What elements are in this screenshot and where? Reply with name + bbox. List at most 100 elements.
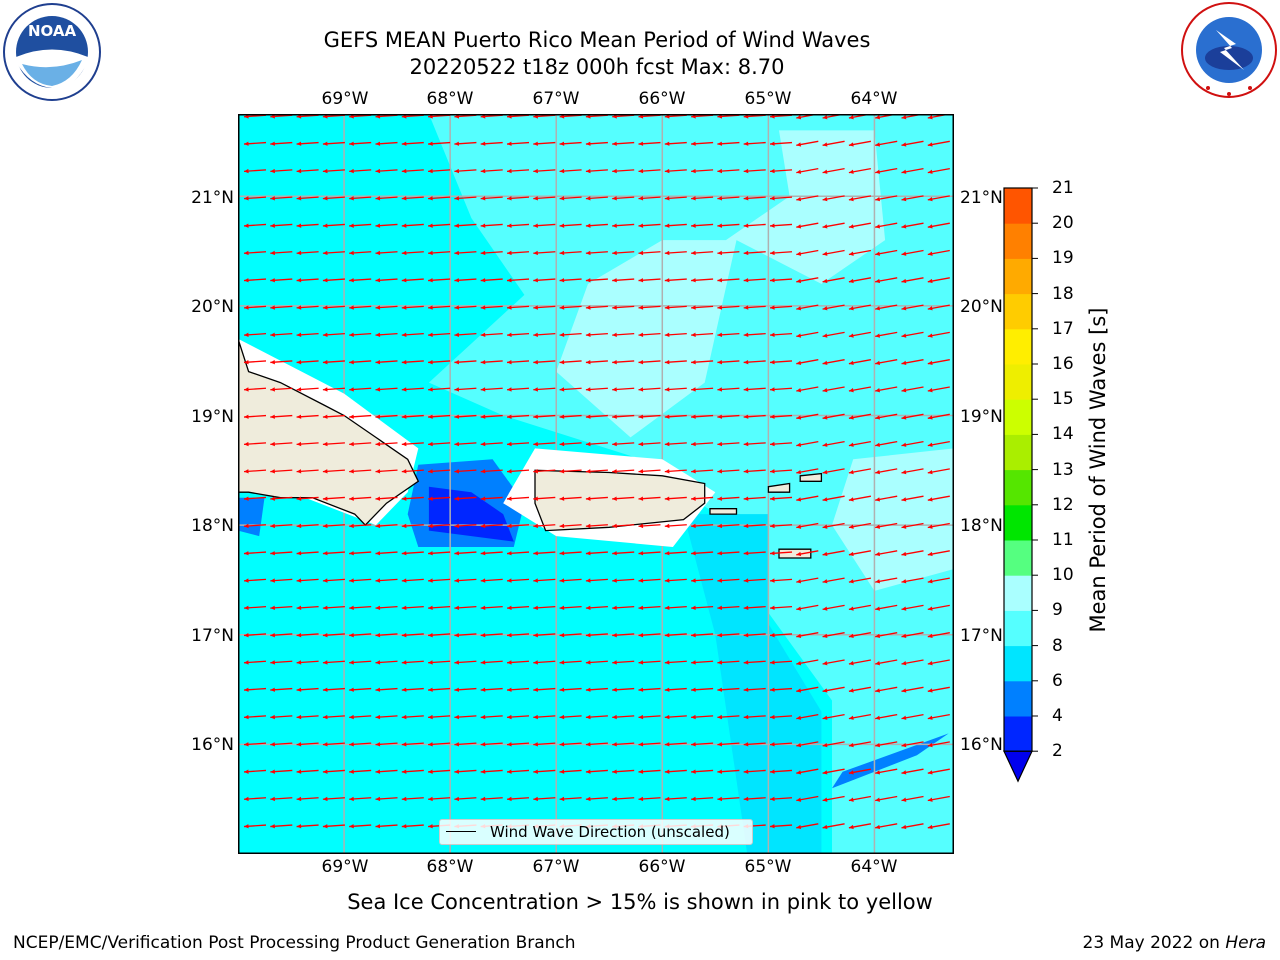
- wind-wave-arrow: [848, 195, 872, 202]
- wind-wave-arrow: [401, 496, 424, 501]
- wind-wave-arrow: [506, 141, 530, 146]
- wind-wave-arrow: [559, 632, 582, 638]
- wind-wave-arrow: [769, 332, 793, 338]
- wind-wave-arrow: [243, 824, 267, 829]
- wind-wave-arrow: [349, 305, 372, 310]
- wind-wave-arrow: [585, 441, 608, 447]
- wind-wave-arrow: [506, 769, 530, 774]
- wind-wave-arrow: [375, 632, 398, 638]
- wind-wave-arrow: [401, 469, 424, 474]
- wind-wave-arrow: [375, 824, 398, 829]
- wind-wave-arrow: [480, 605, 503, 611]
- wind-wave-arrow: [454, 769, 477, 774]
- wind-wave-arrow: [691, 660, 714, 665]
- wind-wave-arrow: [796, 304, 819, 311]
- wind-wave-arrow: [717, 660, 740, 665]
- wind-wave-arrow: [559, 278, 582, 283]
- wind-wave-arrow: [349, 824, 372, 829]
- wind-wave-arrow: [401, 578, 424, 583]
- wind-wave-arrow: [480, 496, 503, 501]
- wind-wave-arrow: [875, 331, 898, 338]
- wind-wave-arrow: [875, 741, 898, 748]
- wind-wave-arrow: [664, 196, 687, 201]
- wind-wave-arrow: [375, 660, 398, 665]
- wind-wave-arrow: [901, 741, 924, 748]
- wind-wave-arrow: [270, 769, 293, 774]
- wind-wave-arrow: [270, 660, 293, 665]
- wind-wave-arrow: [612, 496, 635, 501]
- wind-wave-arrow: [559, 387, 582, 392]
- wind-wave-arrow: [349, 441, 372, 447]
- wind-wave-arrow: [796, 823, 819, 830]
- colorbar-tick-label: 17: [1052, 318, 1074, 339]
- wind-wave-arrow: [743, 769, 766, 774]
- wind-wave-arrow: [743, 305, 766, 310]
- wind-wave-arrow: [901, 495, 924, 502]
- wind-wave-arrow: [901, 795, 924, 802]
- wind-wave-arrow: [585, 141, 608, 146]
- wind-wave-arrow: [349, 660, 372, 665]
- colorbar-band: [1004, 645, 1032, 682]
- wind-wave-arrow: [848, 222, 872, 229]
- wind-wave-arrow: [769, 387, 793, 392]
- wind-wave-arrow: [270, 687, 293, 692]
- wind-wave-arrow: [848, 277, 872, 284]
- wind-wave-arrow: [480, 359, 503, 365]
- wind-wave-arrow: [585, 359, 608, 365]
- wind-wave-arrow: [322, 714, 345, 720]
- wind-wave-arrow: [875, 550, 898, 557]
- wind-wave-arrow: [664, 578, 687, 583]
- wind-wave-arrow: [717, 469, 740, 474]
- wind-wave-arrow: [533, 687, 556, 692]
- wind-wave-arrow: [691, 168, 714, 174]
- wind-wave-arrow: [875, 495, 898, 502]
- lon-tick-top: 64°W: [850, 89, 898, 109]
- wind-wave-arrow: [322, 305, 345, 310]
- wind-wave-arrow: [717, 414, 740, 419]
- wind-wave-arrow: [717, 742, 740, 747]
- noaa-logo-text: NOAA: [28, 22, 77, 40]
- footer-date: 23 May 2022 on Hera: [1083, 933, 1267, 953]
- wind-wave-arrow: [533, 523, 556, 529]
- wind-wave-arrow: [743, 441, 766, 447]
- wind-wave-arrow: [691, 305, 714, 310]
- wind-wave-arrow: [506, 742, 530, 747]
- wind-wave-arrow: [769, 796, 793, 802]
- wind-wave-arrow: [506, 632, 530, 638]
- lon-tick-top: 68°W: [426, 89, 474, 109]
- wind-wave-arrow: [585, 687, 608, 692]
- wind-wave-arrow: [822, 604, 845, 611]
- wind-wave-arrow: [612, 387, 635, 392]
- wind-wave-arrow: [822, 222, 845, 229]
- footer-branch: NCEP/EMC/Verification Post Processing Pr…: [13, 933, 576, 953]
- wind-wave-arrow: [612, 278, 635, 283]
- wind-wave-arrow: [848, 768, 872, 775]
- wind-wave-arrow: [349, 551, 372, 556]
- wind-wave-arrow: [612, 223, 635, 228]
- wind-wave-arrow: [638, 250, 661, 256]
- wave-period-map: [238, 114, 954, 854]
- wind-wave-arrow: [270, 824, 293, 829]
- wind-wave-arrow: [769, 359, 793, 365]
- wind-wave-arrow: [822, 686, 845, 693]
- colorbar-tick-label: 16: [1052, 354, 1074, 374]
- wind-wave-arrow: [927, 823, 950, 830]
- wind-wave-arrow: [454, 687, 477, 692]
- wind-wave-arrow: [296, 551, 319, 556]
- wind-wave-arrow: [927, 659, 950, 666]
- wind-wave-arrow: [375, 551, 398, 556]
- wind-wave-arrow: [927, 195, 950, 202]
- wind-wave-arrow: [927, 304, 950, 311]
- wind-wave-arrow: [296, 414, 319, 419]
- wind-wave-arrow: [559, 714, 582, 720]
- wind-wave-arrow: [480, 141, 503, 146]
- wind-wave-arrow: [349, 769, 372, 774]
- wind-wave-arrow: [296, 742, 319, 747]
- wind-wave-arrow: [664, 278, 687, 283]
- wind-wave-arrow: [691, 632, 714, 638]
- wind-wave-arrow: [875, 713, 898, 720]
- wind-wave-arrow: [480, 469, 503, 474]
- wind-wave-arrow: [927, 550, 950, 557]
- wind-wave-arrow: [428, 441, 451, 447]
- wind-wave-arrow: [875, 632, 898, 639]
